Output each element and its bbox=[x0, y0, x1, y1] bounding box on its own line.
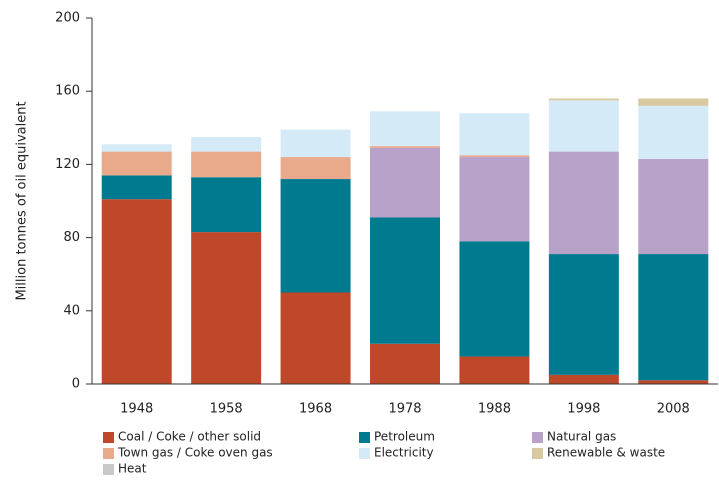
bar-segment bbox=[101, 199, 172, 384]
legend-label: Heat bbox=[118, 462, 147, 476]
bar-segment bbox=[101, 175, 172, 200]
legend-swatch bbox=[359, 432, 370, 443]
bar-segment bbox=[459, 157, 530, 242]
bar-segment bbox=[370, 146, 440, 148]
bar-segment bbox=[370, 147, 440, 218]
x-tick-label: 1968 bbox=[299, 402, 332, 417]
x-tick-label: 1958 bbox=[210, 402, 243, 417]
y-tick-label: 80 bbox=[63, 230, 80, 245]
y-axis-label: Million tonnes of oil equivalent bbox=[15, 101, 30, 300]
y-tick-label: 160 bbox=[55, 84, 80, 99]
legend-swatch bbox=[359, 448, 370, 459]
legend-label: Coal / Coke / other solid bbox=[118, 430, 261, 444]
bar-segment bbox=[638, 254, 709, 381]
bar-segment bbox=[548, 374, 619, 384]
bar-segment bbox=[280, 157, 351, 180]
legend-label: Petroleum bbox=[374, 430, 435, 444]
legend-label: Natural gas bbox=[547, 430, 616, 444]
bar-segment bbox=[459, 356, 530, 384]
bar-segment bbox=[459, 241, 530, 357]
x-tick-label: 1948 bbox=[120, 402, 153, 417]
bar-segment bbox=[638, 98, 709, 106]
x-tick-label: 2008 bbox=[657, 402, 690, 417]
bar-segment bbox=[548, 98, 619, 101]
bar-segment bbox=[280, 129, 351, 158]
bar-segment bbox=[548, 100, 619, 152]
bar-segment bbox=[101, 144, 172, 152]
y-tick-label: 200 bbox=[55, 11, 80, 26]
x-tick-label: 1988 bbox=[478, 402, 511, 417]
bar-segment bbox=[191, 136, 262, 152]
legend-swatch bbox=[532, 448, 543, 459]
bar-segment bbox=[638, 105, 709, 159]
y-tick-label: 0 bbox=[72, 377, 80, 392]
legend-swatch bbox=[103, 432, 114, 443]
legend-swatch bbox=[103, 464, 114, 475]
bar-segment bbox=[638, 158, 709, 255]
bar-segment bbox=[638, 380, 709, 384]
bar-segment bbox=[370, 217, 440, 344]
legend-swatch bbox=[103, 448, 114, 459]
y-tick-label: 120 bbox=[55, 157, 80, 172]
bar-segment bbox=[459, 155, 530, 158]
legend-swatch bbox=[532, 432, 543, 443]
x-tick-label: 1978 bbox=[388, 402, 421, 417]
bar-segment bbox=[370, 343, 440, 384]
bar-segment bbox=[280, 292, 351, 384]
y-tick-label: 40 bbox=[63, 303, 80, 318]
bar-segment bbox=[548, 254, 619, 375]
bar-segment bbox=[101, 151, 172, 176]
bar-segment bbox=[191, 177, 262, 233]
bar-segment bbox=[280, 179, 351, 293]
x-tick-label: 1998 bbox=[567, 402, 600, 417]
legend-label: Town gas / Coke oven gas bbox=[117, 446, 273, 460]
bar-segment bbox=[548, 151, 619, 255]
bar-segment bbox=[370, 111, 440, 147]
legend-label: Renewable & waste bbox=[547, 446, 665, 460]
bar-segment bbox=[191, 232, 262, 384]
legend-label: Electricity bbox=[374, 446, 434, 460]
bar-segment bbox=[191, 151, 262, 178]
bar-segment bbox=[459, 113, 530, 156]
